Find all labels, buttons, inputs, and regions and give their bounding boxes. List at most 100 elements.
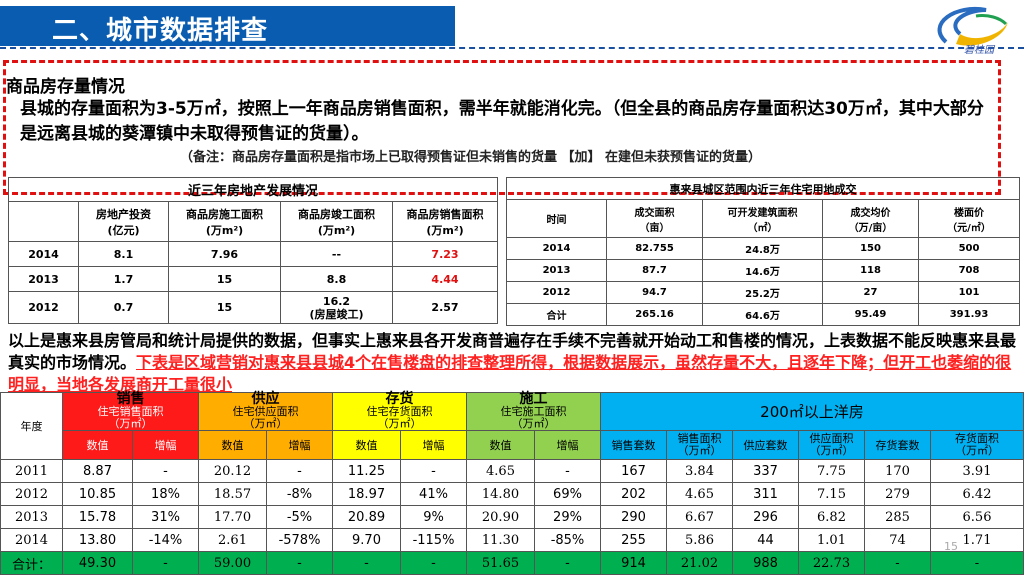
table-cell: 2014 bbox=[506, 237, 607, 260]
table-cell: 3.84 bbox=[666, 459, 733, 483]
table-cell: 44 bbox=[732, 528, 799, 552]
table-cell: 20.90 bbox=[466, 505, 535, 529]
table-cell: 2012 bbox=[506, 281, 607, 304]
housing-market-table: 年度 销售 住宅销售面积 （万㎡） 供应 住宅供应面积 （万㎡） 存货 住宅存货面积 … bbox=[0, 392, 1024, 575]
table-cell: - bbox=[534, 551, 601, 575]
table-cell: 49.30 bbox=[62, 551, 133, 575]
table-cell: 15 bbox=[168, 291, 281, 324]
table-row: 2014 8.1 7.96 -- 7.23 bbox=[8, 241, 498, 267]
table-cell: - bbox=[534, 459, 601, 483]
logo-text: 碧桂园 bbox=[964, 45, 994, 56]
table-cell: 202 bbox=[600, 482, 667, 506]
table-row: 合计 265.16 64.6万 95.49 391.93 bbox=[506, 303, 1020, 326]
table-cell: 7.23 bbox=[392, 241, 498, 267]
table-cell: - bbox=[266, 551, 333, 575]
table-cell: 13.80 bbox=[62, 528, 133, 552]
sub-header: 数值 bbox=[198, 430, 267, 460]
table-cell: 279 bbox=[864, 482, 931, 506]
table-cell: 9% bbox=[400, 505, 467, 529]
table-cell: 18% bbox=[132, 482, 199, 506]
table-cell: 6.67 bbox=[666, 505, 733, 529]
sub-header: 增幅 bbox=[132, 430, 199, 460]
table-cell: - bbox=[400, 459, 467, 483]
table-cell: 265.16 bbox=[606, 303, 703, 326]
analysis-text: 以上是惠来县房管局和统计局提供的数据，但事实上惠来县各开发商普遍存在手续不完善就… bbox=[8, 331, 1017, 372]
year-header: 年度 bbox=[0, 392, 63, 460]
table-cell: 2.57 bbox=[392, 291, 498, 324]
table-cell: 4.65 bbox=[666, 482, 733, 506]
table-cell: 14.6万 bbox=[702, 259, 823, 282]
header-cell: 商品房竣工面积 (万m²) bbox=[280, 201, 393, 242]
table-cell: 15.78 bbox=[62, 505, 133, 529]
table-cell: 18.57 bbox=[198, 482, 267, 506]
header-cell: 商品房销售面积 (万m²) bbox=[392, 201, 498, 242]
stock-note: （备注：商品房存量面积是指市场上已取得预售证但未销售的货量 【加】 在建但未获预… bbox=[180, 150, 762, 165]
table-cell: 64.6万 bbox=[702, 303, 823, 326]
header-cell: 楼面价 （元/㎡） bbox=[918, 199, 1020, 238]
table-caption: 惠来县城区范围内近三年住宅用地成交 bbox=[506, 177, 1020, 200]
table-cell: 2013 bbox=[506, 259, 607, 282]
title-banner bbox=[0, 6, 455, 46]
table-cell: 29% bbox=[534, 505, 601, 529]
section-title: 商品房存量情况 bbox=[6, 77, 125, 97]
group-sub: 住宅存货面积 （万㎡） bbox=[366, 405, 433, 430]
table-cell: - bbox=[266, 459, 333, 483]
table-cell: 285 bbox=[864, 505, 931, 529]
table-cell: 7.15 bbox=[798, 482, 865, 506]
table-cell: 6.56 bbox=[930, 505, 1024, 529]
table-cell: -8% bbox=[266, 482, 333, 506]
table-cell: -14% bbox=[132, 528, 199, 552]
table-cell: -115% bbox=[400, 528, 467, 552]
table-cell: 708 bbox=[918, 259, 1020, 282]
table-cell: 51.65 bbox=[466, 551, 535, 575]
table-cell: - bbox=[864, 551, 931, 575]
table-row: 2012 94.7 25.2万 27 101 bbox=[506, 281, 1020, 304]
sub-header: 销售面积 （万㎡） bbox=[666, 430, 733, 460]
table-cell: 59.00 bbox=[198, 551, 267, 575]
table-row: 2014 13.80 -14% 2.61 -578% 9.70 -115% 11.30 -85%… bbox=[0, 528, 1024, 552]
table-cell: 6.82 bbox=[798, 505, 865, 529]
header-cell: 商品房施工面积 (万m²) bbox=[168, 201, 281, 242]
sub-header: 销售套数 bbox=[600, 430, 667, 460]
header-cell: 成交面积 （亩） bbox=[606, 199, 703, 238]
table-cell: 17.70 bbox=[198, 505, 267, 529]
table-cell: 合计 bbox=[506, 303, 607, 326]
sub-header: 增幅 bbox=[534, 430, 601, 460]
header-cell: 可开发建筑面积 （㎡） bbox=[702, 199, 823, 238]
table-cell: -5% bbox=[266, 505, 333, 529]
table-cell: 296 bbox=[732, 505, 799, 529]
group-label: 施工 bbox=[519, 391, 548, 407]
table-cell: 27 bbox=[822, 281, 919, 304]
table-cell: 7.96 bbox=[168, 241, 281, 267]
table-cell: 11.30 bbox=[466, 528, 535, 552]
header-cell bbox=[8, 201, 79, 242]
table-cell: - bbox=[132, 459, 199, 483]
table-cell: 988 bbox=[732, 551, 799, 575]
group-sub: 住宅施工面积 （万㎡） bbox=[500, 405, 567, 430]
header: 二、城市数据排查 bbox=[0, 0, 1024, 62]
table-row: 2013 87.7 14.6万 118 708 bbox=[506, 259, 1020, 282]
group-header-supply: 供应 住宅供应面积 （万㎡） bbox=[198, 392, 333, 431]
table-cell: 18.97 bbox=[332, 482, 401, 506]
header-cell: 成交均价 （万/亩） bbox=[822, 199, 919, 238]
land-transaction-table: 惠来县城区范围内近三年住宅用地成交 时间 成交面积 （亩） 可开发建筑面积 （㎡… bbox=[506, 177, 1020, 326]
table-cell: 74 bbox=[864, 528, 931, 552]
analysis-highlight: 下表是区域营销对惠来县县城4个在售楼盘的排查整理所得，根据数据展示，虽然存量不大… bbox=[8, 353, 1012, 394]
sub-header: 供应面积 （万㎡） bbox=[798, 430, 865, 460]
table-cell: 20.12 bbox=[198, 459, 267, 483]
table-cell: -578% bbox=[266, 528, 333, 552]
table-cell: 8.8 bbox=[280, 266, 393, 292]
real-estate-development-table: 近三年房地产发展情况 房地产投资 (亿元) 商品房施工面积 (万m²) 商品房竣… bbox=[8, 177, 498, 324]
table-cell: 4.65 bbox=[466, 459, 535, 483]
sub-header: 存货面积 （万㎡） bbox=[930, 430, 1024, 460]
year-cell: 2011 bbox=[0, 459, 63, 483]
sub-header: 数值 bbox=[62, 430, 133, 460]
group-label: 存货 bbox=[385, 391, 414, 407]
table-cell: 391.93 bbox=[918, 303, 1020, 326]
table-cell: 290 bbox=[600, 505, 667, 529]
table-cell: 5.86 bbox=[666, 528, 733, 552]
table-cell: 41% bbox=[400, 482, 467, 506]
table-cell: 9.70 bbox=[332, 528, 401, 552]
table-cell: 82.755 bbox=[606, 237, 703, 260]
table-cell: 101 bbox=[918, 281, 1020, 304]
